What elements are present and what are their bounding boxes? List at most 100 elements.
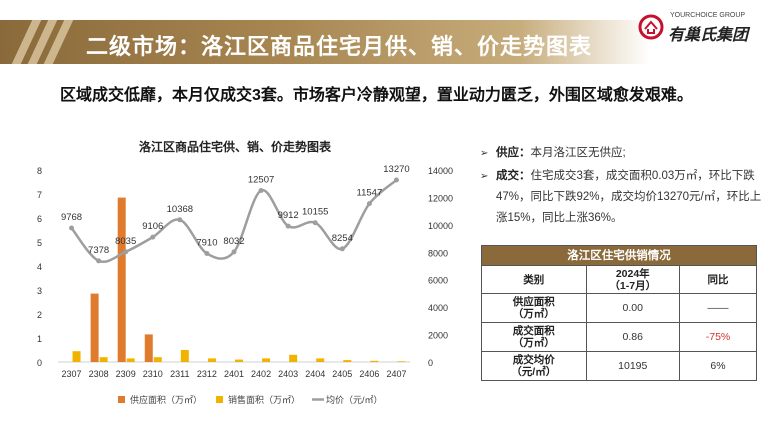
x-tick-label: 2312	[197, 369, 217, 379]
legend-swatch	[118, 396, 125, 403]
price-data-label: 9106	[142, 221, 163, 232]
arrow-icon: ➢	[480, 171, 489, 182]
y-right-tick-label: 0	[428, 358, 433, 368]
price-data-label: 9912	[278, 210, 299, 221]
x-tick-label: 2403	[278, 369, 298, 379]
row-yoy: 6%	[679, 351, 757, 381]
supply-sales-price-chart: 0 1 2 3 4 5 6 7 8 0 2000 4000 6000 8000 10000 12000 1400…	[37, 164, 453, 405]
sales-bar	[180, 350, 189, 362]
sales-bar	[207, 358, 216, 362]
row-yoy: ——	[679, 293, 757, 323]
bullet-label: 供应：	[496, 147, 531, 159]
bullet-text: 本月洛江区无供应;	[530, 147, 626, 159]
price-data-label: 13270	[383, 164, 409, 175]
sales-bar	[397, 361, 406, 362]
price-data-label: 11547	[357, 188, 383, 199]
row-value: 0.86	[585, 322, 680, 352]
price-data-label: 8254	[332, 233, 353, 244]
table-row: 供应面积 （万㎡） 0.00 ——	[481, 293, 757, 323]
x-tick-label: 2401	[224, 369, 244, 379]
table-row: 成交均价 （元/㎡） 10195 6%	[481, 351, 757, 381]
bullet-supply: ➢ 供应：本月洛江区无供应;	[480, 143, 770, 164]
price-data-label: 7910	[196, 238, 217, 249]
y-right-tick-label: 12000	[428, 193, 453, 203]
y-right-tick-label: 2000	[428, 331, 448, 341]
analysis-bullets: ➢ 供应：本月洛江区无供应; ➢ 成交：住宅成交3套，成交面积0.03万㎡，环比…	[480, 143, 770, 231]
y-right-tick-label: 14000	[428, 166, 453, 176]
x-tick-label: 2404	[305, 369, 325, 379]
price-point	[393, 177, 399, 183]
y-left-tick-label: 0	[37, 358, 42, 368]
sales-bar	[99, 357, 108, 362]
supply-bar	[144, 334, 153, 362]
row-value: 0.00	[585, 293, 680, 323]
supply-bar	[90, 293, 99, 362]
table-title: 洛江区住宅供销情况	[481, 245, 757, 266]
y-right-tick-label: 6000	[428, 276, 448, 286]
sales-bar	[289, 354, 298, 362]
price-point	[285, 223, 291, 229]
price-point	[339, 246, 345, 252]
y-left-tick-label: 2	[37, 310, 42, 320]
supply-sales-table: 洛江区住宅供销情况 类别 2024年 （1-7月） 同比 供应面积 （万㎡） 0…	[481, 245, 757, 381]
price-data-label: 9768	[61, 212, 82, 223]
sales-bar	[316, 358, 325, 362]
x-tick-label: 2407	[386, 369, 406, 379]
bullet-label: 成交：	[496, 170, 531, 182]
price-point	[150, 234, 156, 240]
x-tick-label: 2406	[359, 369, 379, 379]
table-row: 成交面积 （万㎡） 0.86 -75%	[481, 322, 757, 352]
price-point	[96, 258, 102, 264]
row-label: 供应面积 （万㎡）	[481, 293, 587, 323]
col-header-category: 类别	[481, 265, 587, 294]
header-stripes	[8, 20, 74, 64]
chart-title: 洛江区商品住宅供、销、价走势图表	[138, 140, 331, 154]
sales-bar	[262, 358, 271, 362]
x-tick-label: 2405	[332, 369, 352, 379]
y-right-tick-label: 8000	[428, 248, 448, 258]
y-left-tick-label: 6	[37, 214, 42, 224]
y-left-tick-label: 5	[37, 238, 42, 248]
y-left-tick-label: 7	[37, 190, 42, 200]
price-point	[312, 220, 318, 226]
sales-bar	[126, 358, 135, 362]
price-point	[123, 249, 129, 255]
x-tick-label: 2310	[143, 369, 163, 379]
row-value: 10195	[585, 351, 680, 381]
bullet-text: 住宅成交3套，成交面积0.03万㎡，环比下跌47%，同比下跌92%，成交均价13…	[496, 170, 762, 224]
col-header-yoy: 同比	[679, 265, 757, 294]
price-point	[258, 187, 264, 193]
arrow-icon: ➢	[480, 148, 489, 159]
y-left-tick-label: 1	[37, 334, 42, 344]
row-label: 成交均价 （元/㎡）	[481, 351, 587, 381]
row-label: 成交面积 （万㎡）	[481, 322, 587, 352]
legend-label: 销售面积（万㎡）	[228, 394, 300, 405]
sales-bar	[235, 359, 243, 362]
supply-bar	[117, 197, 126, 362]
summary-headline: 区域成交低靡，本月仅成交3套。市场客户冷静观望，置业动力匮乏，外围区域愈发艰难。	[60, 87, 693, 104]
price-data-label: 7378	[88, 245, 109, 256]
company-logo: YOURCHOICE GROUP 有巢氏集团	[638, 10, 768, 46]
logo-chinese: 有巢氏集团	[668, 27, 749, 44]
y-left-tick-label: 8	[37, 166, 42, 176]
price-data-label: 8032	[223, 236, 244, 247]
logo-english: YOURCHOICE GROUP	[670, 12, 746, 19]
sales-bar	[153, 357, 162, 362]
price-point	[366, 201, 372, 207]
row-yoy: -75%	[679, 322, 757, 352]
x-tick-label: 2402	[251, 369, 271, 379]
sales-bar	[343, 360, 352, 362]
price-data-label: 12507	[248, 174, 274, 185]
x-tick-label: 2311	[170, 369, 189, 379]
price-point	[177, 217, 183, 223]
x-tick-label: 2309	[116, 369, 136, 379]
y-right-tick-label: 10000	[428, 221, 453, 231]
x-tick-label: 2308	[89, 369, 109, 379]
x-tick-label: 2307	[62, 369, 82, 379]
page-title: 二级市场：洛江区商品住宅月供、销、价走势图表	[86, 34, 593, 59]
header-band	[0, 20, 650, 64]
price-point	[204, 251, 210, 257]
price-point	[231, 249, 237, 255]
bullet-sales: ➢ 成交：住宅成交3套，成交面积0.03万㎡，环比下跌47%，同比下跌92%，成…	[480, 166, 770, 229]
col-header-period: 2024年 （1-7月）	[585, 265, 680, 294]
